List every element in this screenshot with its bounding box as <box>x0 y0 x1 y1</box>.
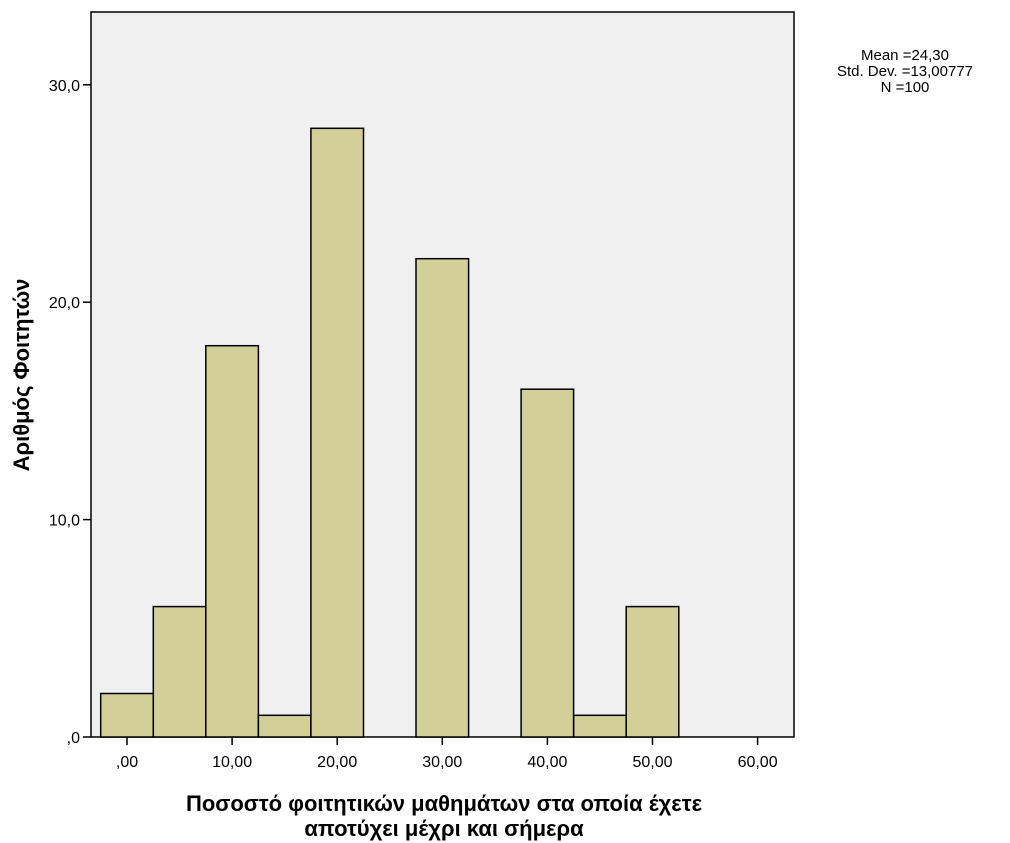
x-tick-label: 10,00 <box>212 754 252 771</box>
y-tick-label: 20,0 <box>49 295 80 312</box>
y-axis-label: Αριθμός Φοιτητών <box>9 279 34 472</box>
x-tick-label: 60,00 <box>738 754 778 771</box>
histogram-bar <box>625 605 680 738</box>
stats-mean: Mean =24,30 <box>861 47 949 64</box>
stats-std-dev: Std. Dev. =13,00777 <box>836 63 974 80</box>
histogram-bar <box>152 605 207 738</box>
y-tick-label: ,0 <box>67 730 80 747</box>
x-tick-label: 20,00 <box>317 754 357 771</box>
histogram-bar <box>99 692 155 738</box>
histogram-bar <box>310 127 365 738</box>
x-tick-label: ,00 <box>116 754 138 771</box>
histogram-bar <box>520 388 575 738</box>
stats-legend: Mean =24,30 Std. Dev. =13,00777 N =100 <box>815 48 995 96</box>
x-tick-label: 40,00 <box>527 754 567 771</box>
x-tick-label: 30,00 <box>422 754 462 771</box>
histogram-bar <box>205 344 260 738</box>
histogram-bar <box>257 714 312 738</box>
histogram-bar <box>572 714 627 738</box>
y-tick-label: 30,0 <box>49 78 80 95</box>
stats-n: N =100 <box>880 79 930 96</box>
x-axis-label-line-1: Ποσοστό φοιτητικών μαθημάτων στα οποία έ… <box>186 791 703 816</box>
histogram-bar <box>415 257 470 738</box>
x-tick-label: 50,00 <box>632 754 672 771</box>
y-tick-label: 10,0 <box>49 513 80 530</box>
x-axis-label-line-2: αποτύχει μέχρι και σήμερα <box>304 816 584 841</box>
